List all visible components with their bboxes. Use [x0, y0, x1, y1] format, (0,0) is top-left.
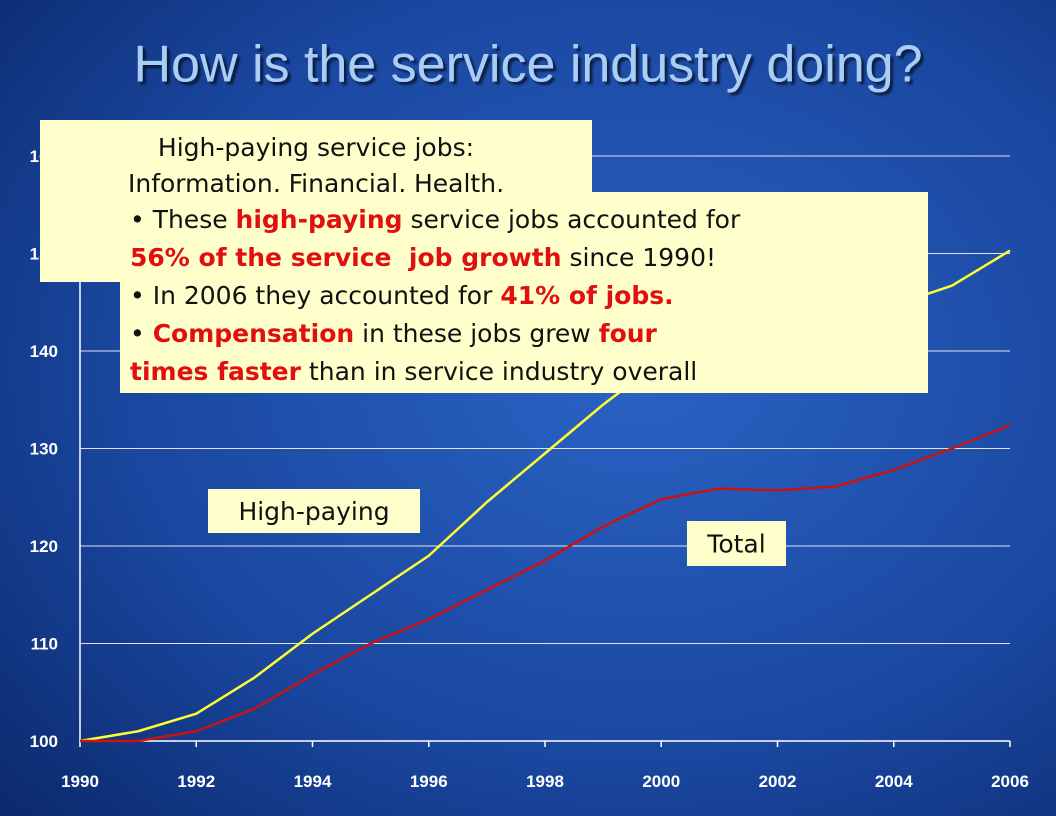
- x-tick-label: 2004: [875, 772, 913, 791]
- emphasis-text: high-paying: [236, 205, 403, 234]
- findings-text: since 1990!: [562, 243, 716, 272]
- series-label-box: [208, 489, 420, 533]
- y-tick-label: 130: [30, 440, 58, 459]
- x-tick-label: 1994: [294, 772, 332, 791]
- y-tick-label: 120: [30, 537, 58, 556]
- title: How is the service industry doing?: [133, 36, 922, 94]
- x-tick-label: 2006: [991, 772, 1029, 791]
- x-tick-label: 2000: [642, 772, 680, 791]
- findings-text: in these jobs grew: [354, 319, 599, 348]
- series-line: [80, 423, 1011, 743]
- emphasis-text: times faster: [130, 357, 302, 386]
- findings-text: than in service industry overall: [301, 357, 697, 386]
- y-tick-label: 100: [30, 732, 58, 751]
- y-tick-label: 140: [30, 342, 58, 361]
- x-tick-label: 1992: [177, 772, 215, 791]
- findings-text: •: [130, 319, 153, 348]
- emphasis-text: 56% of the service job growth: [130, 243, 562, 272]
- findings-line: 56% of the service job growth since 1990…: [130, 243, 716, 272]
- findings-box: [120, 192, 928, 393]
- series-label-box: [687, 521, 786, 566]
- findings-text: service jobs accounted for: [403, 205, 741, 234]
- findings-line: • These high-paying service jobs account…: [130, 205, 741, 234]
- findings-text: • In 2006 they accounted for: [130, 281, 500, 310]
- findings-line: times faster than in service industry ov…: [130, 357, 697, 386]
- x-tick-label: 1998: [526, 772, 564, 791]
- findings-line: • In 2006 they accounted for 41% of jobs…: [130, 281, 674, 310]
- emphasis-text: 41% of jobs.: [500, 281, 673, 310]
- definition-line: High-paying service jobs:: [158, 133, 474, 162]
- x-tick-label: 1996: [410, 772, 448, 791]
- series-label: Total: [706, 530, 765, 559]
- x-tick-label: 1990: [61, 772, 99, 791]
- findings-text: • These: [130, 205, 236, 234]
- x-tick-label: 2002: [759, 772, 797, 791]
- y-tick-label: 110: [31, 635, 58, 654]
- series-label: High-paying: [238, 497, 389, 526]
- emphasis-text: Compensation: [153, 319, 354, 348]
- emphasis-text: four: [599, 319, 658, 348]
- findings-line: • Compensation in these jobs grew four: [130, 319, 658, 348]
